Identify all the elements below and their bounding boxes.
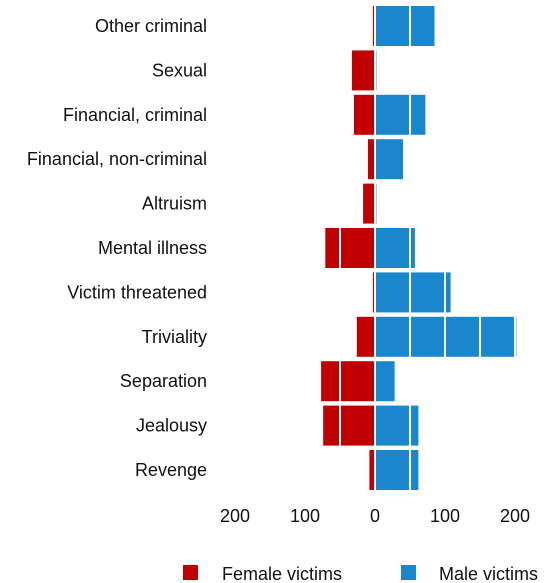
- category-label: Revenge: [135, 460, 207, 480]
- category-label: Jealousy: [136, 416, 207, 436]
- legend-label-female: Female victims: [222, 564, 342, 583]
- bar-male: [375, 361, 395, 402]
- category-label: Sexual: [152, 60, 207, 80]
- x-tick-label: 200: [500, 506, 530, 526]
- x-tick-label: 0: [370, 506, 380, 526]
- bars-group: [321, 6, 517, 490]
- x-tick-label: 100: [290, 506, 320, 526]
- bar-female: [351, 50, 375, 91]
- category-label: Financial, non-criminal: [27, 149, 207, 169]
- bar-female: [368, 139, 375, 180]
- bar-male: [375, 139, 403, 180]
- bar-male: [375, 405, 419, 446]
- category-label: Triviality: [142, 327, 207, 347]
- category-label: Altruism: [142, 194, 207, 214]
- bar-female: [372, 272, 375, 313]
- category-label: Other criminal: [95, 16, 207, 36]
- bar-female: [325, 228, 375, 268]
- category-label: Victim threatened: [67, 282, 207, 302]
- legend-label-male: Male victims: [439, 564, 538, 583]
- x-tick-label: 100: [430, 506, 460, 526]
- legend: Female victims Male victims: [183, 564, 538, 583]
- bar-male: [375, 228, 415, 268]
- x-axis-ticks: 200 100 0 100 200: [220, 506, 530, 526]
- bar-male: [375, 94, 426, 135]
- bar-female: [321, 361, 375, 402]
- legend-swatch-male: [401, 565, 416, 580]
- bar-female: [369, 450, 375, 490]
- bar-male: [375, 450, 419, 490]
- bar-female: [323, 405, 375, 446]
- bar-male: [375, 6, 435, 46]
- category-labels: Other criminal Sexual Financial, criminal F…: [27, 16, 207, 480]
- bar-female: [363, 183, 375, 224]
- x-tick-label: 200: [220, 506, 250, 526]
- bar-female: [356, 316, 375, 357]
- bar-female: [372, 6, 375, 46]
- category-label: Financial, criminal: [63, 105, 207, 125]
- bar-male: [375, 272, 451, 313]
- category-label: Separation: [120, 371, 207, 391]
- category-label: Mental illness: [98, 238, 207, 258]
- bar-female: [354, 94, 375, 135]
- legend-swatch-female: [183, 565, 198, 580]
